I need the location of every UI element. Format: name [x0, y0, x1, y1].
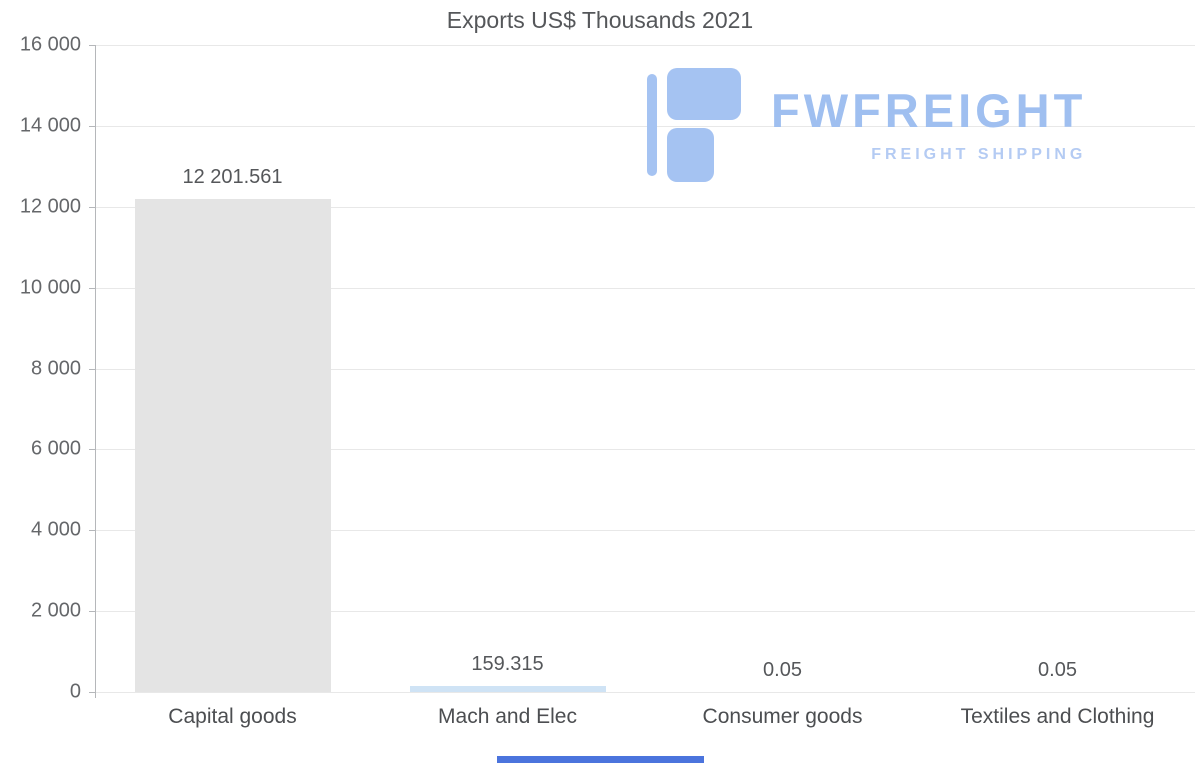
y-axis-tick-label: 6 000: [30, 437, 81, 460]
brand-tagline: FREIGHT SHIPPING: [871, 145, 1087, 163]
gridline: [95, 611, 1195, 613]
y-axis-tick: [89, 611, 95, 613]
gridline: [95, 287, 1195, 289]
logo-icon-bottom-block: [667, 128, 714, 182]
y-axis-tick: [89, 530, 95, 532]
y-axis-tick: [89, 368, 95, 370]
y-axis-line: [95, 45, 96, 698]
x-axis-label-mach-and-elec: Mach and Elec: [438, 705, 577, 728]
y-axis-tick-label: 2 000: [30, 599, 81, 622]
bar-value-label-textiles-and-clothing: 0.05: [1038, 658, 1077, 681]
logo-icon-top-block: [667, 68, 741, 120]
y-axis-tick: [89, 206, 95, 208]
bar-mach-and-elec: [409, 685, 606, 692]
y-axis-tick-label: 8 000: [30, 357, 81, 379]
logo-icon-left-bar: [647, 74, 657, 176]
watermark-logo: FWFREIGHT FREIGHT SHIPPING: [647, 64, 1086, 186]
gridline: [95, 692, 1195, 693]
bar-value-label-mach-and-elec: 159.315: [471, 652, 544, 675]
y-axis-tick-label: 10 000: [19, 276, 81, 299]
gridline: [95, 125, 1195, 127]
fwfreight-logo-icon: [647, 68, 741, 182]
gridline: [95, 530, 1195, 532]
y-axis-tick: [89, 125, 95, 127]
logo-text-block: FWFREIGHT FREIGHT SHIPPING: [771, 87, 1086, 164]
x-axis-label-capital-goods: Capital goods: [168, 705, 297, 728]
y-axis-tick-label: 12 000: [19, 195, 81, 218]
bar-value-label-consumer-goods: 0.05: [763, 658, 802, 681]
gridline: [95, 45, 1195, 46]
y-axis-tick-label: 0: [69, 680, 81, 703]
brand-name: FWFREIGHT: [771, 83, 1087, 137]
gridline: [95, 449, 1195, 451]
bar-value-label-capital-goods: 12 201.561: [182, 165, 283, 188]
bar-capital-goods: [134, 198, 331, 692]
gridline: [95, 206, 1195, 208]
y-axis-tick-label: 14 000: [19, 114, 81, 137]
chart-title: Exports US$ Thousands 2021: [446, 7, 754, 33]
x-axis-label-consumer-goods: Consumer goods: [702, 705, 863, 728]
y-axis-tick: [89, 449, 95, 451]
y-axis-tick: [89, 287, 95, 289]
y-axis-tick-label: 16 000: [19, 33, 81, 56]
gridline: [95, 368, 1195, 370]
footer-strip: [497, 756, 704, 763]
y-axis-tick: [89, 45, 95, 46]
y-axis-tick: [89, 692, 95, 693]
y-axis-tick-label: 4 000: [30, 518, 81, 541]
x-axis-label-textiles-and-clothing: Textiles and Clothing: [960, 705, 1155, 728]
